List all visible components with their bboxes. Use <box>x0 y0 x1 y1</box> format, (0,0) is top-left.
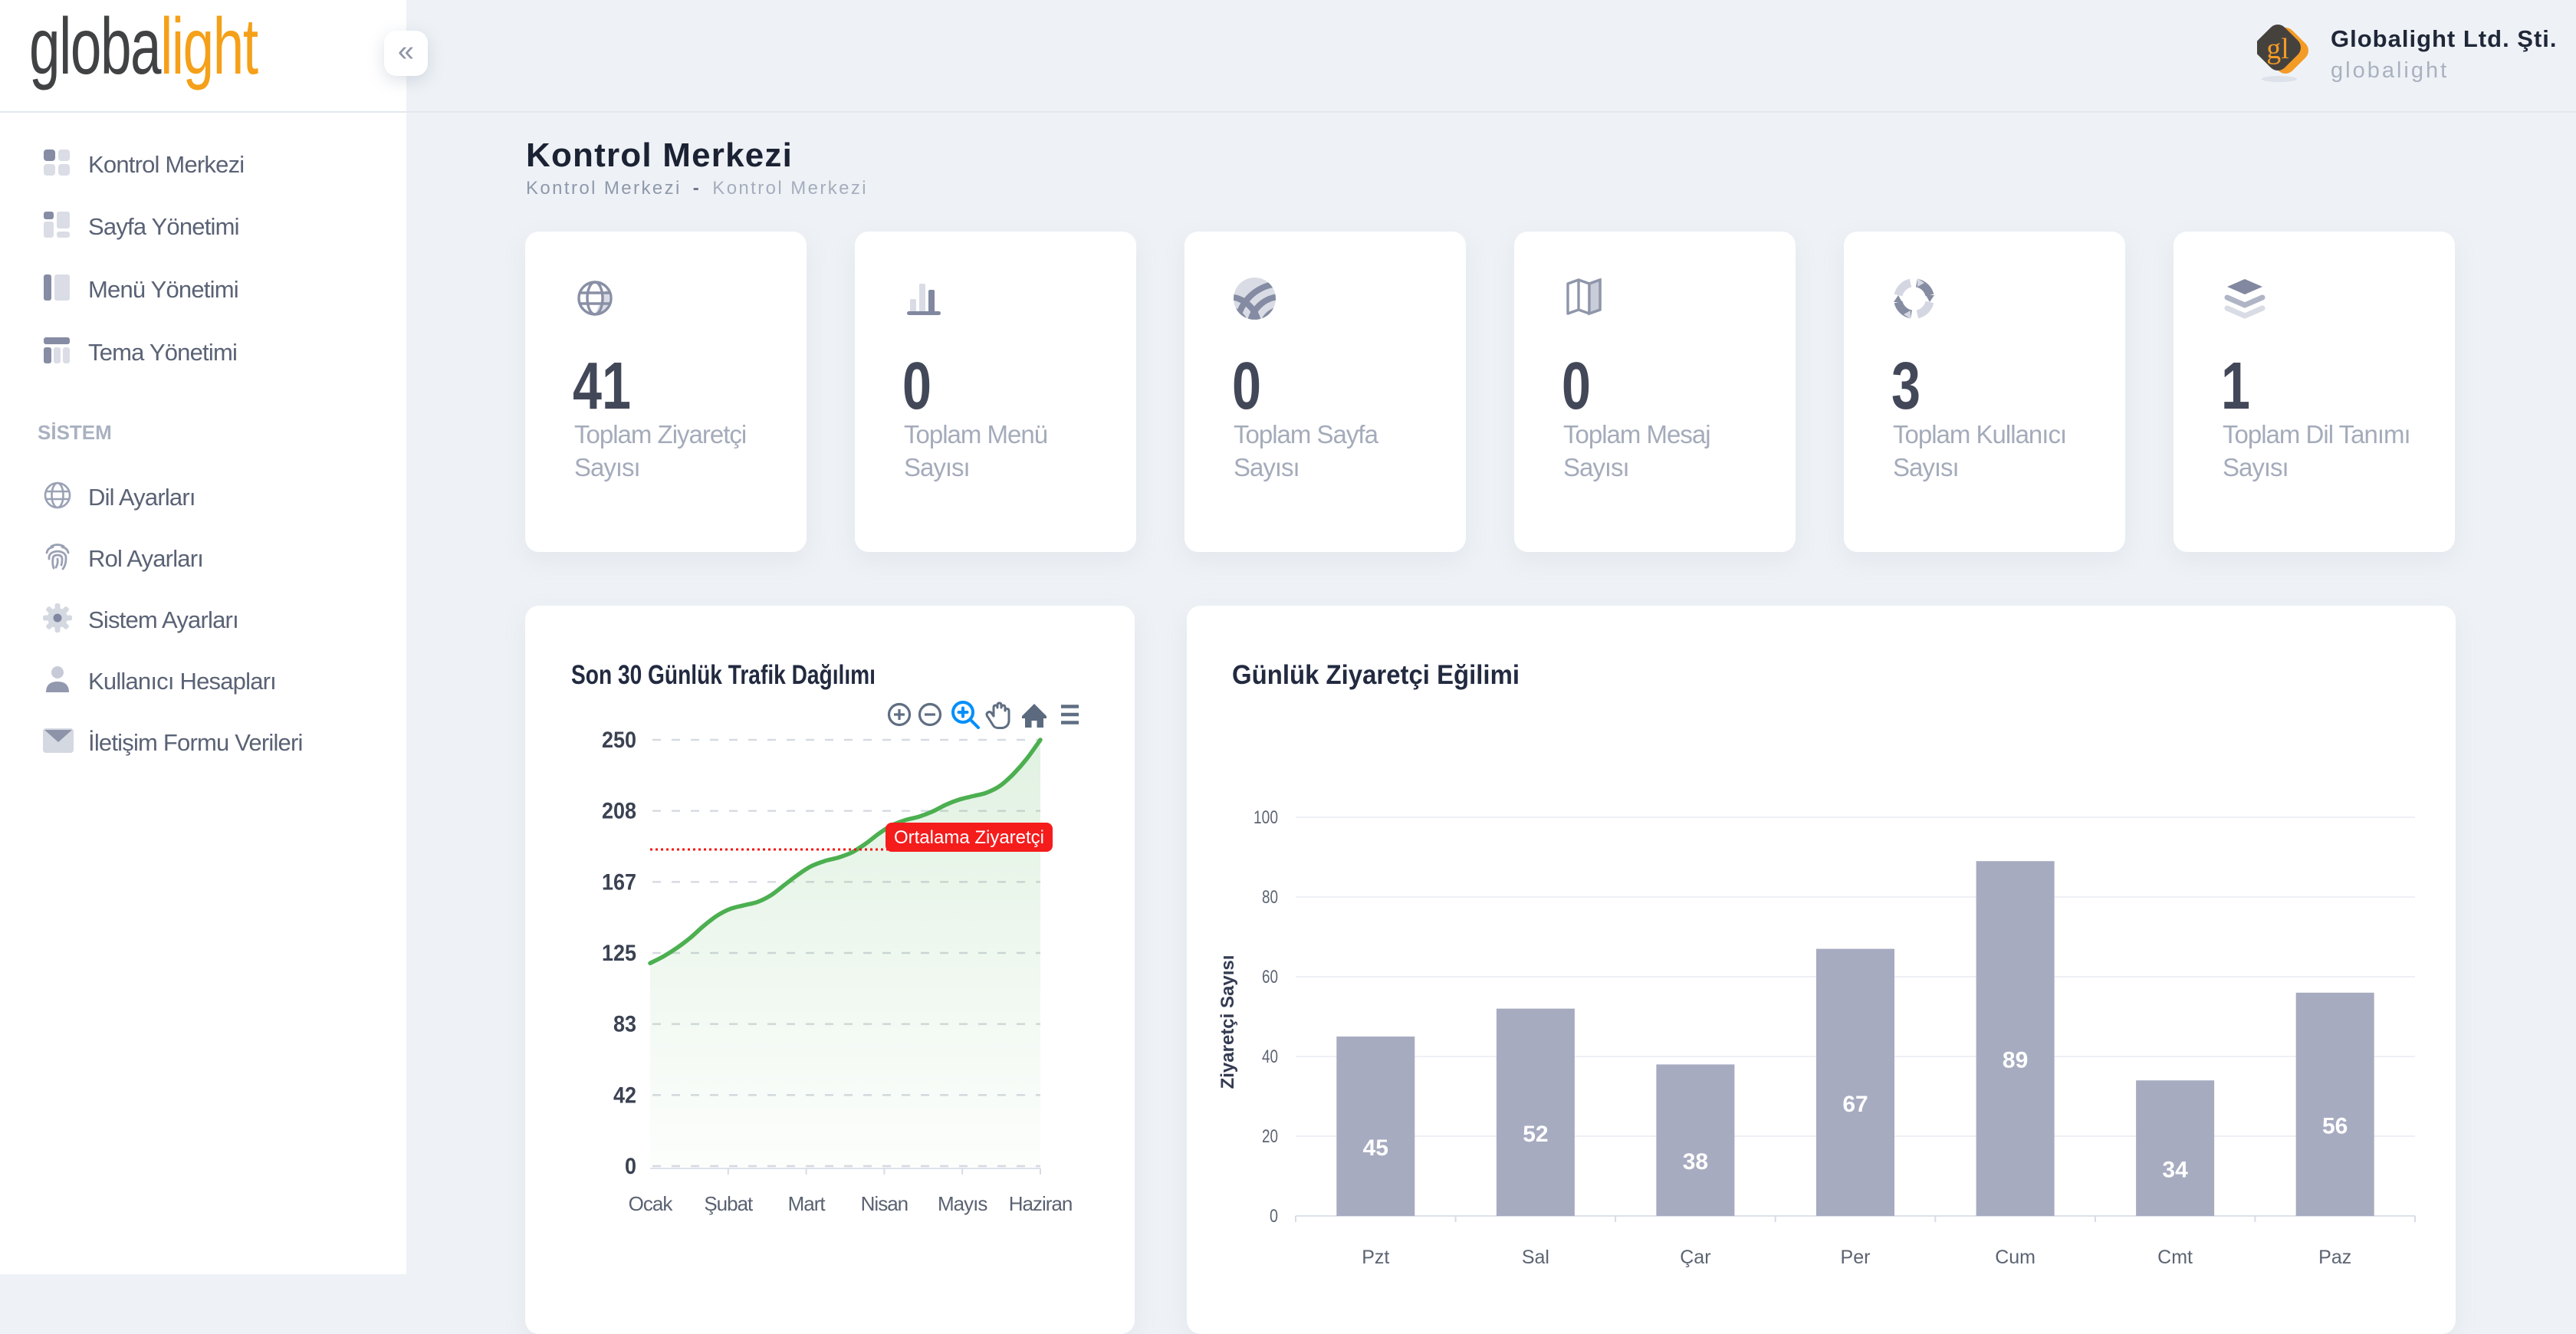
svg-text:45: 45 <box>1363 1135 1388 1161</box>
svg-text:Mayıs: Mayıs <box>938 1192 987 1215</box>
svg-text:Son 30 Günlük Trafik Dağılımı: Son 30 Günlük Trafik Dağılımı <box>571 660 876 690</box>
svg-text:52: 52 <box>1523 1122 1548 1147</box>
svg-text:100: 100 <box>1254 807 1278 828</box>
svg-text:Mart: Mart <box>788 1192 826 1215</box>
svg-text:167: 167 <box>602 869 636 895</box>
svg-text:60: 60 <box>1262 967 1278 987</box>
svg-text:80: 80 <box>1262 887 1278 908</box>
svg-text:42: 42 <box>613 1083 636 1108</box>
svg-text:Şubat: Şubat <box>704 1192 754 1215</box>
svg-text:Per: Per <box>1841 1247 1871 1268</box>
svg-text:125: 125 <box>602 941 636 966</box>
svg-text:Sal: Sal <box>1522 1247 1549 1268</box>
svg-text:20: 20 <box>1262 1126 1278 1147</box>
svg-text:56: 56 <box>2322 1113 2348 1138</box>
svg-text:40: 40 <box>1262 1046 1278 1067</box>
svg-text:67: 67 <box>1842 1092 1868 1117</box>
svg-text:Paz: Paz <box>2318 1247 2351 1268</box>
svg-text:Günlük Ziyaretçi Eğilimi: Günlük Ziyaretçi Eğilimi <box>1232 660 1520 690</box>
svg-text:gl: gl <box>2266 33 2289 65</box>
svg-text:Çar: Çar <box>1680 1247 1710 1268</box>
svg-text:Haziran: Haziran <box>1009 1192 1073 1215</box>
svg-text:89: 89 <box>2003 1048 2028 1073</box>
svg-text:Pzt: Pzt <box>1362 1247 1389 1268</box>
svg-text:34: 34 <box>2162 1158 2188 1183</box>
svg-text:250: 250 <box>602 728 636 753</box>
svg-text:0: 0 <box>625 1154 636 1179</box>
svg-text:Nisan: Nisan <box>861 1192 908 1215</box>
svg-text:Cum: Cum <box>1995 1247 2036 1268</box>
svg-text:208: 208 <box>602 799 636 824</box>
svg-text:83: 83 <box>613 1012 636 1037</box>
svg-text:Cmt: Cmt <box>2157 1247 2193 1268</box>
svg-text:38: 38 <box>1683 1149 1708 1175</box>
svg-text:0: 0 <box>1270 1206 1278 1227</box>
svg-text:Ziyaretçi Sayısı: Ziyaretçi Sayısı <box>1217 955 1238 1089</box>
svg-text:Ocak: Ocak <box>629 1192 674 1215</box>
svg-text:Ortalama Ziyaretçi: Ortalama Ziyaretçi <box>894 827 1044 848</box>
